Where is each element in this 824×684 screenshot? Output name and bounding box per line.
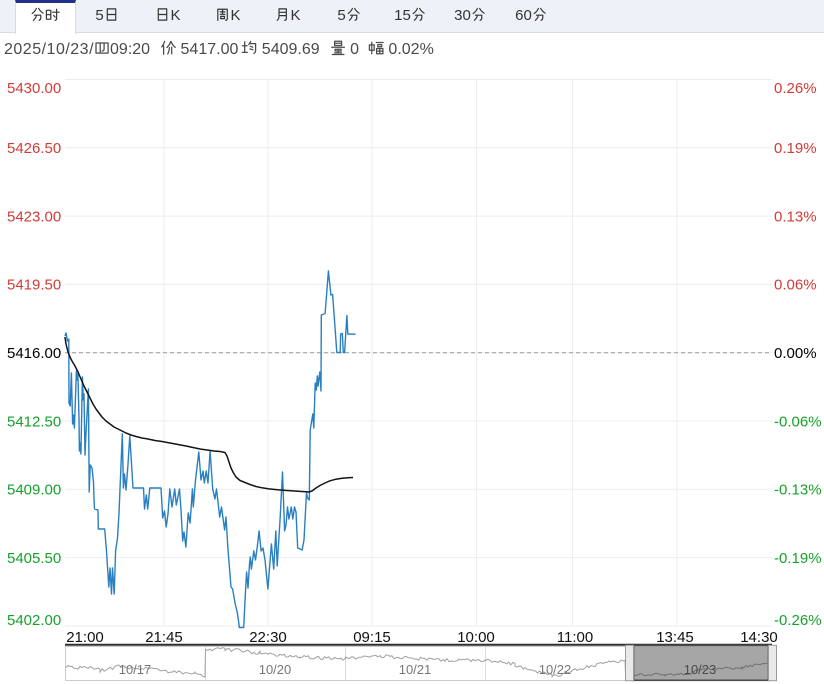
svg-text:5402.00: 5402.00 [7, 612, 61, 629]
svg-text:5419.50: 5419.50 [7, 277, 61, 294]
svg-text:5405.50: 5405.50 [7, 550, 61, 567]
svg-text:-0.06%: -0.06% [774, 413, 822, 430]
svg-text:5412.50: 5412.50 [7, 413, 61, 430]
svg-text:10/22: 10/22 [539, 662, 572, 677]
svg-text:13:45: 13:45 [656, 629, 694, 646]
svg-text:14:30: 14:30 [740, 629, 778, 646]
svg-text:5426.50: 5426.50 [7, 140, 61, 157]
svg-text:0.13%: 0.13% [774, 208, 817, 225]
svg-text:10/23: 10/23 [684, 662, 717, 677]
svg-text:0.00%: 0.00% [774, 345, 817, 362]
svg-text:5416.00: 5416.00 [7, 345, 61, 362]
svg-text:0.06%: 0.06% [774, 277, 817, 294]
svg-text:11:00: 11:00 [557, 629, 593, 646]
svg-text:-0.26%: -0.26% [774, 612, 822, 629]
svg-text:21:45: 21:45 [145, 629, 183, 646]
svg-text:5409.00: 5409.00 [7, 482, 61, 499]
svg-text:22:30: 22:30 [249, 629, 287, 646]
svg-text:5430.00: 5430.00 [7, 80, 61, 97]
svg-text:-0.19%: -0.19% [774, 550, 822, 567]
svg-text:5423.00: 5423.00 [7, 208, 61, 225]
svg-text:10/21: 10/21 [399, 662, 432, 677]
svg-text:10/17: 10/17 [119, 662, 152, 677]
svg-text:-0.13%: -0.13% [774, 482, 822, 499]
svg-text:09:15: 09:15 [353, 629, 391, 646]
svg-text:0.26%: 0.26% [774, 80, 817, 97]
svg-text:0.19%: 0.19% [774, 140, 817, 157]
svg-text:10/20: 10/20 [259, 662, 292, 677]
svg-text:10:00: 10:00 [457, 629, 495, 646]
svg-text:21:00: 21:00 [66, 629, 104, 646]
